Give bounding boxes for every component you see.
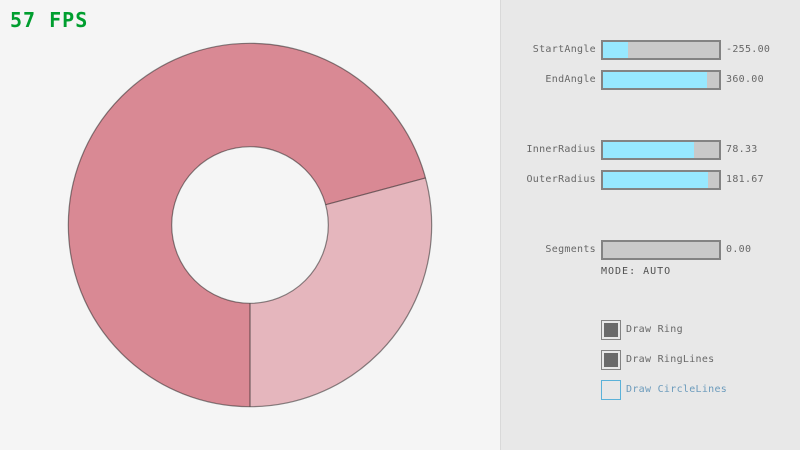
outer-radius-slider-fill: [603, 172, 709, 188]
inner-radius-label: InnerRadius: [526, 144, 596, 155]
ring-canvas: [67, 42, 433, 408]
draw-circlelines-checkbox[interactable]: [601, 380, 621, 400]
end-angle-value: 360.00: [726, 74, 764, 85]
slider-row-start-angle: StartAngle -255.00: [501, 40, 800, 60]
outer-radius-label: OuterRadius: [526, 174, 596, 185]
draw-ringlines-checkmark: [604, 353, 618, 367]
ring-outline-inner-circle: [171, 146, 329, 304]
draw-ring-checkmark: [604, 323, 618, 337]
slider-row-outer-radius: OuterRadius 181.67: [501, 170, 800, 190]
outer-radius-slider[interactable]: [601, 170, 721, 190]
start-angle-label: StartAngle: [532, 44, 596, 55]
inner-radius-value: 78.33: [726, 144, 758, 155]
start-angle-slider-fill: [603, 42, 629, 58]
ring-sector-light: [250, 177, 432, 407]
checkbox-draw-ringlines[interactable]: Draw RingLines: [601, 350, 800, 370]
control-panel: StartAngle -255.00 EndAngle 360.00 Inner…: [500, 0, 800, 450]
start-angle-slider[interactable]: [601, 40, 721, 60]
inner-radius-slider[interactable]: [601, 140, 721, 160]
ring-sector-dark: [68, 43, 426, 407]
checkbox-draw-circlelines[interactable]: Draw CircleLines: [601, 380, 800, 400]
slider-row-inner-radius: InnerRadius 78.33: [501, 140, 800, 160]
start-angle-value: -255.00: [726, 44, 771, 55]
draw-ring-checkbox[interactable]: [601, 320, 621, 340]
segments-label: Segments: [545, 244, 596, 255]
draw-ring-label: Draw Ring: [626, 324, 683, 335]
draw-circlelines-label: Draw CircleLines: [626, 384, 728, 395]
ring-outline-start-angle-line: [325, 177, 426, 206]
end-angle-label: EndAngle: [545, 74, 596, 85]
draw-ringlines-checkbox[interactable]: [601, 350, 621, 370]
slider-row-end-angle: EndAngle 360.00: [501, 70, 800, 90]
checkbox-draw-ring[interactable]: Draw Ring: [601, 320, 800, 340]
fps-counter: 57 FPS: [10, 8, 89, 32]
end-angle-slider-fill: [603, 72, 708, 88]
slider-row-segments: Segments 0.00: [501, 240, 800, 260]
draw-ringlines-label: Draw RingLines: [626, 354, 715, 365]
segments-value: 0.00: [726, 244, 752, 255]
end-angle-slider[interactable]: [601, 70, 721, 90]
segments-mode-label: MODE: AUTO: [601, 266, 672, 277]
outer-radius-value: 181.67: [726, 174, 764, 185]
inner-radius-slider-fill: [603, 142, 694, 158]
segments-slider[interactable]: [601, 240, 721, 260]
